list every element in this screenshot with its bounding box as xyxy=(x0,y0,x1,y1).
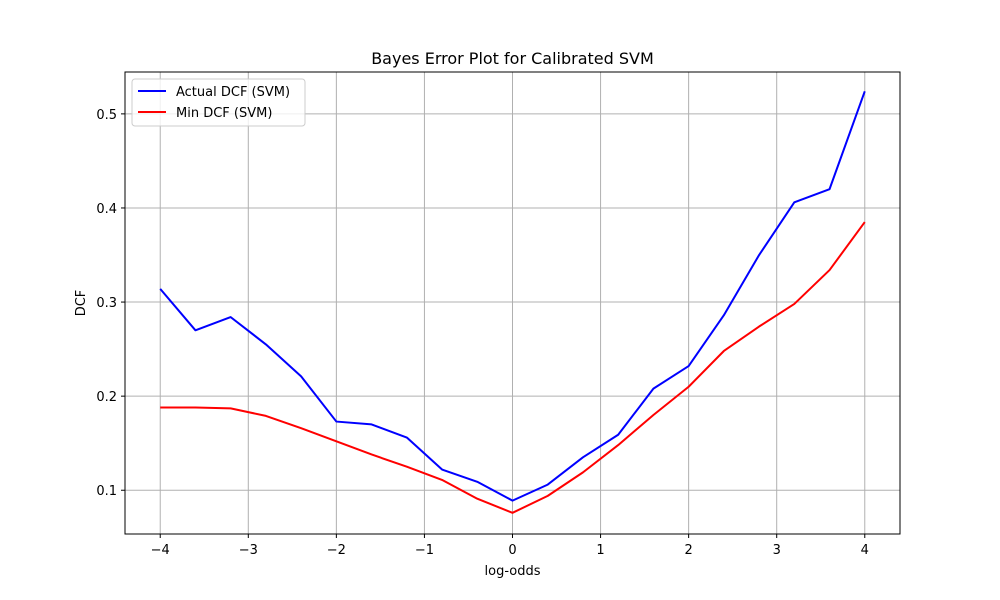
x-tick-label: 2 xyxy=(684,543,692,558)
x-tick-label: 1 xyxy=(596,543,604,558)
x-tick-label: 4 xyxy=(861,543,869,558)
x-tick-label: −4 xyxy=(151,543,170,558)
x-tick-label: −3 xyxy=(239,543,258,558)
legend-box xyxy=(131,78,306,127)
y-tick-label: 0.2 xyxy=(96,390,117,405)
x-tick-label: −2 xyxy=(327,543,346,558)
actual-dcf-line xyxy=(159,90,866,502)
y-tick-label: 0.4 xyxy=(96,202,117,217)
x-axis-label: log-odds xyxy=(485,564,541,579)
min-dcf-line xyxy=(160,221,866,514)
y-tick-label: 0.5 xyxy=(96,108,117,123)
y-axis-ticks: 0.1 0.2 0.3 0.4 0.5 xyxy=(96,108,125,499)
chart-title: Bayes Error Plot for Calibrated SVM xyxy=(371,49,654,68)
x-tick-label: −1 xyxy=(415,543,434,558)
y-tick-label: 0.3 xyxy=(96,296,117,311)
legend-label-actual-dcf: Actual DCF (SVM) xyxy=(176,85,290,100)
legend-label-min-dcf: Min DCF (SVM) xyxy=(176,106,272,121)
y-axis-label: DCF xyxy=(74,290,89,317)
grid-lines xyxy=(125,72,900,534)
legend: Actual DCF (SVM) Min DCF (SVM) xyxy=(131,78,306,127)
x-tick-label: 3 xyxy=(773,543,781,558)
y-tick-label: 0.1 xyxy=(96,484,117,499)
series-lines xyxy=(159,90,866,514)
x-axis-ticks: −4 −3 −2 −1 0 1 2 3 4 xyxy=(151,534,869,558)
x-tick-label: 0 xyxy=(508,543,516,558)
